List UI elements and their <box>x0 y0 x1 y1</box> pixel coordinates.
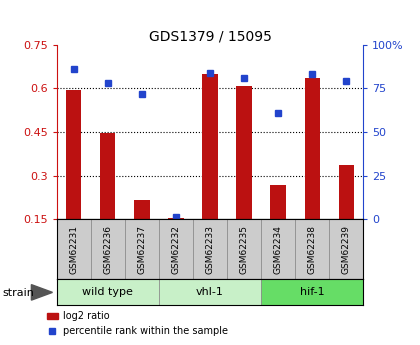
Text: GSM62236: GSM62236 <box>103 225 112 274</box>
Text: GSM62231: GSM62231 <box>69 225 78 274</box>
Legend: log2 ratio, percentile rank within the sample: log2 ratio, percentile rank within the s… <box>43 307 232 340</box>
Bar <box>329 219 363 279</box>
Bar <box>304 78 320 219</box>
Bar <box>261 219 295 279</box>
Bar <box>270 185 286 219</box>
Bar <box>66 90 81 219</box>
Text: GSM62232: GSM62232 <box>171 225 181 274</box>
Bar <box>91 219 125 279</box>
Bar <box>168 218 184 219</box>
Bar <box>57 279 159 305</box>
Text: GSM62239: GSM62239 <box>342 225 351 274</box>
Text: GSM62237: GSM62237 <box>137 225 146 274</box>
Bar <box>236 86 252 219</box>
Bar <box>134 200 150 219</box>
Bar <box>125 219 159 279</box>
Bar <box>339 165 354 219</box>
Text: GSM62235: GSM62235 <box>239 225 249 274</box>
Bar <box>193 219 227 279</box>
Bar <box>202 75 218 219</box>
Bar <box>261 279 363 305</box>
Bar <box>100 133 116 219</box>
Text: GSM62234: GSM62234 <box>274 225 283 274</box>
Text: GSM62238: GSM62238 <box>308 225 317 274</box>
Bar <box>159 279 261 305</box>
Text: hif-1: hif-1 <box>300 287 325 297</box>
Bar <box>159 219 193 279</box>
Bar <box>227 219 261 279</box>
Bar <box>295 219 329 279</box>
Polygon shape <box>32 285 52 300</box>
Text: wild type: wild type <box>82 287 133 297</box>
Bar <box>57 219 91 279</box>
Title: GDS1379 / 15095: GDS1379 / 15095 <box>149 30 271 44</box>
Text: GSM62233: GSM62233 <box>205 225 215 274</box>
Text: vhl-1: vhl-1 <box>196 287 224 297</box>
Text: strain: strain <box>2 288 34 297</box>
